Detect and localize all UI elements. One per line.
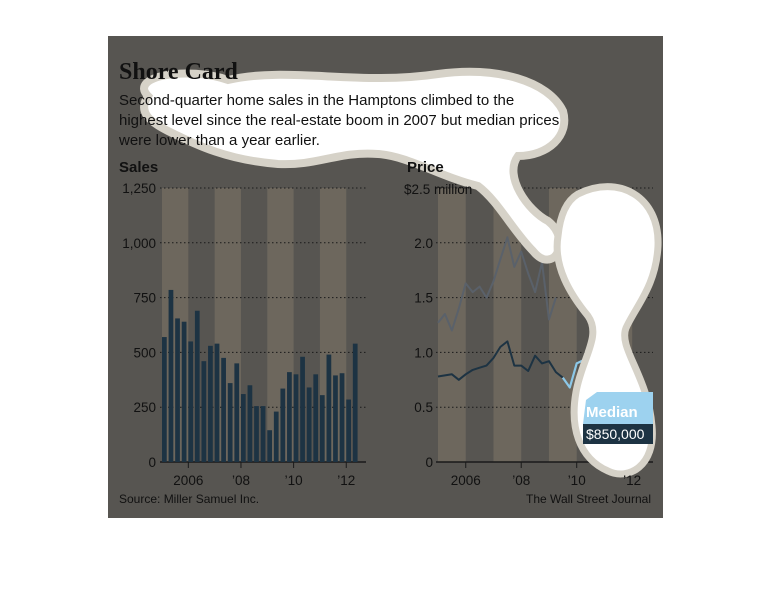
price-shade-band: [438, 188, 466, 462]
sales-bar: [247, 385, 253, 462]
price-y-tick-label: 1.5: [414, 291, 433, 306]
price-y-tick-label: 1.0: [414, 345, 433, 360]
median-value-box: [583, 424, 653, 444]
sales-x-tick-label: ’12: [337, 473, 355, 488]
median-value-label: $850,000: [586, 426, 645, 442]
price-series-line-upper: [437, 236, 557, 332]
credit-note: The Wall Street Journal: [526, 492, 651, 506]
sales-bar: [254, 406, 259, 462]
sales-bar: [162, 337, 167, 462]
sales-bar: [234, 363, 240, 462]
sales-bar: [280, 388, 286, 462]
sales-y-tick-label: 0: [148, 455, 156, 470]
sales-bar: [346, 399, 351, 462]
chart-graphic: Shore Card Second-quarter home sales in …: [108, 36, 663, 518]
chart-canvas: Shore Card Second-quarter home sales in …: [118, 59, 662, 506]
price-x-tick-label: ’12: [623, 473, 641, 488]
sales-bar: [221, 357, 226, 462]
price-panel-label: Price: [407, 159, 444, 176]
price-x-tick-label: 2006: [451, 473, 481, 488]
sales-bar: [175, 318, 180, 462]
price-series-line-lower: [437, 340, 564, 381]
sales-y-tick-label: 1,000: [122, 236, 156, 251]
sales-bar: [194, 310, 200, 462]
sales-bar: [181, 321, 187, 462]
sales-bar: [313, 374, 319, 462]
sales-bar: [260, 406, 266, 462]
subtitle-line-1: Second-quarter home sales in the Hampton…: [119, 92, 514, 109]
sales-y-tick-label: 750: [133, 291, 156, 306]
sales-bar: [293, 374, 299, 462]
sales-bar: [208, 345, 213, 462]
sales-x-tick-label: ’08: [232, 473, 250, 488]
median-label: Median: [586, 404, 638, 421]
sales-panel-label: Sales: [119, 159, 158, 176]
subtitle-line-3: were lower than a year earlier.: [118, 132, 320, 149]
sales-bar: [319, 395, 325, 462]
sales-bar: [326, 354, 332, 462]
sales-bar: [168, 289, 174, 462]
sales-bar: [273, 411, 279, 462]
sales-x-tick-label: ’10: [285, 473, 303, 488]
price-y-tick-label: 2.0: [414, 236, 433, 251]
sales-y-tick-label: 250: [133, 400, 156, 415]
overlay-blob-top: [140, 67, 569, 264]
sales-bar: [306, 387, 312, 462]
subtitle-line-2: highest level since the real-estate boom…: [119, 112, 559, 129]
sales-bar: [300, 356, 305, 462]
price-x-tick-label: ’10: [568, 473, 586, 488]
source-note: Source: Miller Samuel Inc.: [119, 492, 259, 506]
median-label-box: [583, 392, 653, 424]
sales-bar: [188, 341, 194, 462]
price-y-tick-label: 0.5: [414, 400, 433, 415]
price-y-tick-label: 0: [425, 455, 433, 470]
sales-y-tick-label: 500: [133, 345, 156, 360]
sales-bar: [352, 343, 358, 462]
sales-bar: [201, 361, 207, 462]
sales-bar: [227, 383, 233, 462]
price-top-label: $2.5 million: [404, 182, 472, 197]
sales-bar: [333, 375, 338, 462]
sales-bar: [240, 394, 246, 462]
sales-x-tick-label: 2006: [173, 473, 203, 488]
price-x-tick-label: ’08: [512, 473, 530, 488]
sales-bar: [287, 372, 292, 462]
sales-bar: [339, 373, 345, 462]
chart-title: Shore Card: [119, 59, 239, 85]
sales-y-tick-label: 1,250: [122, 181, 156, 196]
sales-bar: [214, 343, 220, 462]
sales-bar: [267, 430, 273, 462]
